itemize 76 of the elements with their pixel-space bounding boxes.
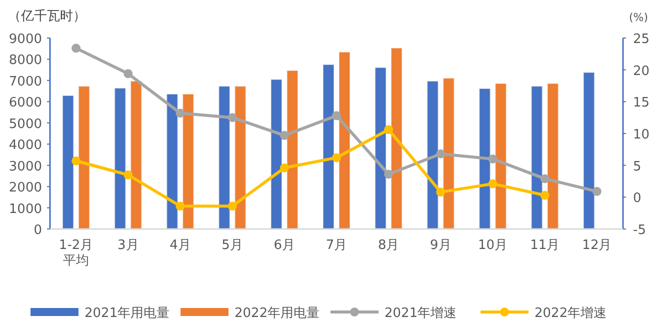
bar xyxy=(182,94,194,230)
point xyxy=(280,130,289,140)
x-tick-label: 9月 xyxy=(430,238,452,253)
point xyxy=(436,149,446,158)
x-tick-label: 7月 xyxy=(326,238,348,253)
point xyxy=(228,202,237,211)
point xyxy=(384,125,394,134)
point xyxy=(332,111,341,120)
bar xyxy=(374,67,387,230)
x-tick-label: 6月 xyxy=(274,238,296,253)
point xyxy=(124,69,133,78)
bar xyxy=(62,95,74,230)
y-axis-title: （亿千瓦时） xyxy=(8,9,86,24)
bar xyxy=(530,86,543,230)
point xyxy=(176,108,185,118)
x-tick-label: 10月 xyxy=(478,238,508,253)
bar xyxy=(478,88,491,230)
bar xyxy=(390,47,403,230)
point xyxy=(332,153,341,162)
y-tick-label: 7000 xyxy=(8,74,42,90)
point xyxy=(488,179,498,188)
point xyxy=(228,113,237,122)
y2-tick-label: -5 xyxy=(633,223,646,238)
y-tick-label: 2000 xyxy=(8,180,42,196)
bar xyxy=(270,78,282,230)
point xyxy=(72,44,81,53)
point xyxy=(540,174,550,184)
bar xyxy=(442,78,455,230)
bar xyxy=(218,86,230,230)
y-tick-label: 4000 xyxy=(8,138,42,154)
x-tick-label: 8月 xyxy=(378,238,400,253)
x-tick-label: 4月 xyxy=(170,238,191,253)
point xyxy=(488,154,498,164)
bar xyxy=(78,86,90,230)
x-tick-label: 5月 xyxy=(222,238,243,253)
x-tick-label: 3月 xyxy=(117,238,139,253)
y-tick-label: 5000 xyxy=(8,116,42,132)
bar xyxy=(234,86,246,230)
y2-tick-label: 25 xyxy=(633,32,650,47)
bar xyxy=(114,88,126,230)
y2-axis-title: (%) xyxy=(629,11,648,24)
y2-tick-label: 0 xyxy=(633,191,642,206)
y2-tick-label: 10 xyxy=(633,128,650,142)
bar xyxy=(322,64,334,230)
legend-label: 2022年增速 xyxy=(534,306,607,321)
y-tick-label: 9000 xyxy=(8,32,42,47)
point xyxy=(540,190,550,200)
x-tick-label: 11月 xyxy=(530,238,560,253)
y2-tick-label: 5 xyxy=(633,159,642,174)
bar xyxy=(546,82,559,230)
legend-label: 2021年用电量 xyxy=(84,306,170,321)
bar xyxy=(286,70,298,230)
point xyxy=(124,170,133,180)
y2-tick-label: 15 xyxy=(633,96,650,111)
y-tick-label: 3000 xyxy=(8,159,42,174)
point xyxy=(72,156,81,166)
legend-label: 2021年增速 xyxy=(384,306,457,321)
y2-tick-label: 20 xyxy=(633,64,650,79)
point xyxy=(436,188,446,197)
point xyxy=(176,202,185,211)
bar xyxy=(426,80,439,230)
point xyxy=(384,170,394,179)
bar xyxy=(130,80,142,230)
x-tick-label: 12月 xyxy=(582,238,612,253)
y-tick-label: 6000 xyxy=(8,96,42,111)
y-tick-label: 0 xyxy=(34,223,42,238)
y-tick-label: 1000 xyxy=(8,202,42,217)
point xyxy=(592,186,602,196)
x-tick-label: 1-2月平均 xyxy=(58,238,94,269)
y-tick-label: 8000 xyxy=(8,53,42,68)
legend-label: 2022年用电量 xyxy=(234,306,320,321)
point xyxy=(280,163,289,172)
bar xyxy=(582,72,595,230)
bar xyxy=(338,52,350,230)
bar xyxy=(166,94,178,230)
bar xyxy=(494,82,507,230)
